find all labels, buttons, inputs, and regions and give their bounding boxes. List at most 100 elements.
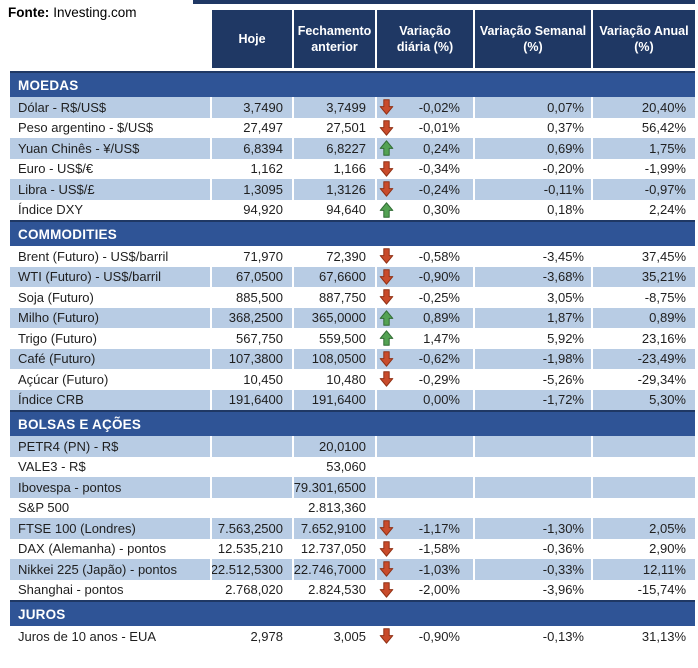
column-header-hoje: Hoje	[212, 10, 292, 68]
column-header-variacao-anual: Variação Anual (%)	[593, 10, 695, 68]
row-label: Dólar - R$/US$	[10, 97, 210, 118]
row-label: Libra - US$/£	[10, 179, 210, 200]
previous-close-value: 22.746,7000	[294, 559, 375, 580]
previous-close-value: 6,8227	[294, 138, 375, 159]
daily-variation-value: -1,17%	[418, 520, 460, 536]
annual-variation-cell: 31,13%	[641, 628, 686, 644]
daily-variation-value: 0,89%	[423, 310, 460, 326]
daily-variation-cell	[377, 436, 473, 457]
daily-variation-cell: 1,47%	[377, 328, 473, 349]
annual-variation-cell	[593, 498, 695, 519]
annual-variation-cell: 35,21%	[593, 266, 695, 287]
source-note: Fonte: Investing.com	[8, 5, 698, 20]
today-value: 191,6400	[212, 389, 292, 410]
annual-variation-cell: 20,40%	[593, 97, 695, 118]
daily-variation-cell	[377, 457, 473, 478]
table-row: DAX (Alemanha) - pontos 12.535,210 12.737,…	[10, 539, 695, 560]
table-row: Índice CRB 191,6400 191,6400 0,00% -1,72% 5,3…	[10, 389, 695, 410]
table-row: PETR4 (PN) - R$ 20,0100	[10, 436, 695, 457]
row-label: Índice CRB	[10, 389, 210, 410]
weekly-variation-cell	[475, 436, 591, 457]
down-arrow-icon	[379, 289, 394, 305]
daily-variation-value: -1,58%	[418, 541, 460, 557]
row-label: Soja (Futuro)	[18, 289, 94, 305]
today-value: 567,750	[236, 330, 283, 346]
table-row: Índice DXY 94,920 94,640 0,30% 0,18% 2,24%	[10, 200, 695, 221]
daily-variation-value: -0,02%	[418, 99, 460, 115]
weekly-variation-cell: -1,72%	[475, 389, 591, 410]
today-value: 6,8394	[212, 138, 292, 159]
annual-variation-cell	[593, 436, 695, 457]
weekly-variation-cell: 0,69%	[475, 138, 591, 159]
row-label: S&P 500	[18, 500, 70, 516]
down-arrow-icon	[379, 520, 394, 536]
table-row: Soja (Futuro) 885,500 887,750 -0,25% 3,05% -8…	[10, 287, 695, 308]
previous-close-value: 2.813,360	[308, 500, 366, 516]
today-value: 10,450	[243, 371, 283, 387]
weekly-variation-cell: -5,26%	[542, 371, 584, 387]
today-value: 1,162	[250, 161, 283, 177]
down-arrow-icon	[379, 181, 394, 197]
row-label: Yuan Chinês - ¥/US$	[10, 138, 210, 159]
table-row: Nikkei 225 (Japão) - pontos 22.512,5300 22…	[10, 559, 695, 580]
down-arrow-icon	[379, 581, 394, 598]
annual-variation-cell: -0,97%	[593, 179, 695, 200]
down-arrow-icon	[379, 561, 394, 577]
today-value: 107,3800	[212, 348, 292, 369]
daily-variation-cell: -1,58%	[377, 539, 473, 560]
previous-close-value: 53,060	[326, 459, 366, 475]
section-header-commodities: COMMODITIES	[10, 220, 695, 246]
down-arrow-icon	[379, 248, 394, 264]
previous-close-value: 79.301,6500	[294, 477, 375, 498]
row-label: PETR4 (PN) - R$	[10, 436, 210, 457]
daily-variation-value: 0,00%	[423, 392, 460, 408]
weekly-variation-cell: -3,68%	[475, 266, 591, 287]
table-row: Juros de 10 anos - EUA 2,978 3,005 -0,90% -0…	[10, 626, 695, 647]
weekly-variation-cell: -3,96%	[542, 582, 584, 598]
row-label: Brent (Futuro) - US$/barril	[18, 248, 169, 264]
weekly-variation-cell: -1,30%	[475, 518, 591, 539]
weekly-variation-cell	[475, 457, 591, 478]
up-arrow-icon	[379, 310, 394, 326]
table-row: Açúcar (Futuro) 10,450 10,480 -0,29% -5,26% -…	[10, 369, 695, 390]
weekly-variation-cell: 0,07%	[475, 97, 591, 118]
down-arrow-icon	[379, 540, 394, 557]
table-row: Dólar - R$/US$ 3,7490 3,7499 -0,02% 0,07% 20,…	[10, 97, 695, 118]
table-row: Euro - US$/€ 1,162 1,166 -0,34% -0,20% -1,99%	[10, 159, 695, 180]
row-label: VALE3 - R$	[18, 459, 86, 475]
previous-close-value: 2.824,530	[308, 582, 366, 598]
daily-variation-cell: 0,89%	[377, 307, 473, 328]
weekly-variation-cell: 3,05%	[547, 289, 584, 305]
annual-variation-cell: 2,05%	[593, 518, 695, 539]
daily-variation-value: -1,03%	[418, 561, 460, 577]
section-header-moedas: MOEDAS	[10, 71, 695, 97]
table-row: Shanghai - pontos 2.768,020 2.824,530 -2,00…	[10, 580, 695, 601]
today-value	[212, 436, 292, 457]
row-label: FTSE 100 (Londres)	[10, 518, 210, 539]
previous-close-value: 365,0000	[294, 307, 375, 328]
daily-variation-value: -2,00%	[418, 582, 460, 598]
daily-variation-value: -0,29%	[418, 371, 460, 387]
column-header-variacao-diaria: Variação diária (%)	[377, 10, 473, 68]
up-arrow-icon	[379, 202, 394, 218]
today-value: 27,497	[243, 120, 283, 136]
daily-variation-cell	[377, 498, 473, 519]
row-label: Trigo (Futuro)	[18, 330, 97, 346]
table-row: S&P 500 2.813,360	[10, 498, 695, 519]
daily-variation-cell: 0,30%	[377, 200, 473, 221]
weekly-variation-cell: -0,13%	[542, 628, 584, 644]
today-value: 71,970	[243, 248, 283, 264]
today-value: 2.768,020	[225, 582, 283, 598]
annual-variation-cell: 23,16%	[641, 330, 686, 346]
weekly-variation-cell: -0,20%	[542, 161, 584, 177]
annual-variation-cell: -23,49%	[593, 348, 695, 369]
previous-close-value: 27,501	[326, 120, 366, 136]
weekly-variation-cell	[475, 498, 591, 519]
today-value: 1,3095	[212, 179, 292, 200]
daily-variation-cell: -1,17%	[377, 518, 473, 539]
section-header-bolsas-e-a-es: BOLSAS E AÇÕES	[10, 410, 695, 436]
row-label: Shanghai - pontos	[18, 582, 124, 598]
column-header-variacao-semanal: Variação Semanal (%)	[475, 10, 591, 68]
daily-variation-cell: -0,90%	[377, 266, 473, 287]
down-arrow-icon	[379, 99, 394, 115]
